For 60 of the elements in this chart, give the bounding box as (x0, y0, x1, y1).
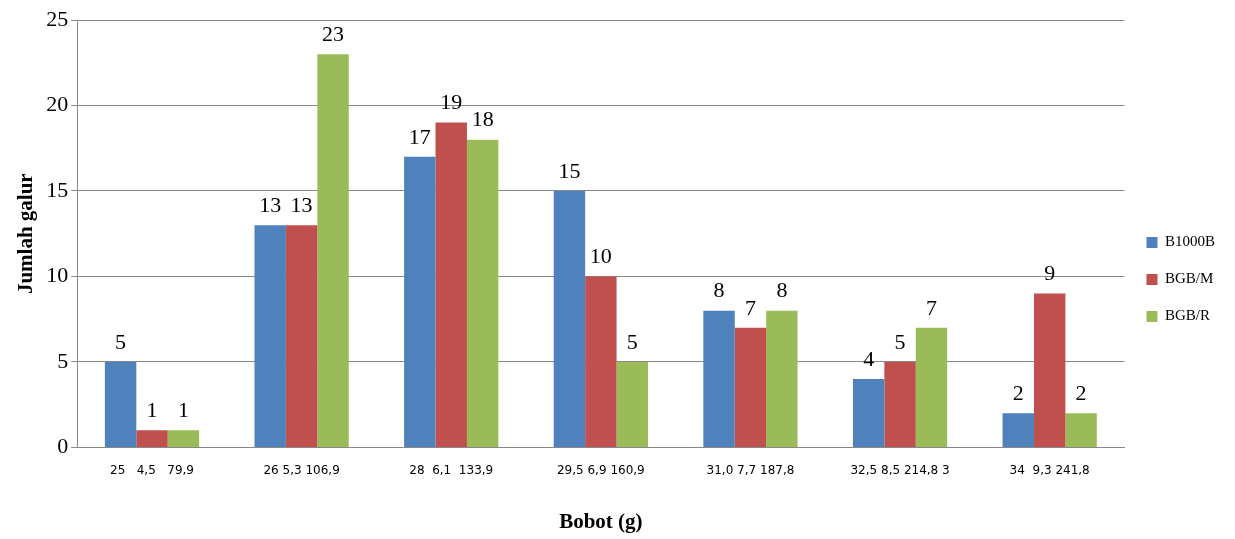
data-label: 13 (290, 191, 313, 217)
data-label: 2 (1012, 379, 1024, 405)
bar (553, 190, 586, 447)
x-axis-title: Bobot (g) (559, 508, 643, 533)
y-tick-label: 20 (46, 91, 69, 117)
data-label: 23 (322, 20, 345, 46)
bar (915, 327, 948, 447)
data-label: 1 (146, 397, 158, 423)
data-label: 15 (558, 157, 581, 183)
y-tick-label: 25 (46, 5, 69, 31)
data-label: 8 (776, 277, 788, 303)
bar (404, 156, 436, 447)
bar (734, 327, 767, 447)
bar (1002, 413, 1034, 447)
bar (254, 225, 286, 447)
data-label: 9 (1044, 260, 1056, 286)
data-label: 18 (471, 106, 494, 132)
x-tick-label: 26 5,3 106,9 (263, 462, 340, 477)
x-tick-label: 31,0 7,7 187,8 (706, 462, 795, 477)
x-tick-label: 25 4,5 79,9 (110, 462, 194, 477)
bar (435, 122, 467, 447)
bar (585, 276, 617, 447)
y-tick-label: 5 (57, 347, 69, 373)
bar (136, 430, 168, 447)
bar (317, 54, 349, 447)
data-label: 5 (115, 328, 127, 354)
data-label: 17 (408, 123, 431, 149)
bar (1065, 413, 1097, 447)
data-label: 4 (863, 345, 875, 371)
data-label: 10 (589, 243, 612, 269)
bar (884, 361, 916, 447)
bar (167, 430, 200, 447)
bar (285, 225, 318, 447)
data-label: 5 (626, 328, 638, 354)
legend-label: BGB/R (1164, 307, 1211, 324)
x-tick-label: 29,5 6,9 160,9 (556, 462, 645, 477)
y-tick-label: 0 (57, 433, 69, 459)
legend-label: BGB/M (1164, 270, 1214, 287)
bar (466, 139, 499, 447)
y-axis-title: Jumlah galur (13, 173, 38, 295)
data-label: 7 (744, 294, 756, 320)
bar (104, 361, 137, 447)
data-label: 2 (1075, 379, 1087, 405)
data-label: 8 (713, 277, 725, 303)
bar (852, 379, 885, 447)
bar (616, 361, 648, 447)
x-tick-label: 28 6,1 133,9 (409, 462, 494, 477)
legend-label: B1000B (1164, 233, 1216, 250)
x-tick-label: 32,5 8,5 214,8 3 (850, 462, 950, 477)
y-tick-label: 15 (46, 176, 69, 202)
data-label: 5 (894, 328, 906, 354)
y-tick-label: 10 (46, 262, 69, 288)
data-label: 19 (440, 89, 463, 115)
data-label: 7 (925, 294, 937, 320)
x-tick-label: 34 9,3 241,8 (1009, 462, 1090, 477)
bar (703, 310, 735, 447)
bar (766, 310, 798, 447)
data-label: 1 (177, 397, 189, 423)
data-label: 13 (259, 191, 282, 217)
bar (1033, 293, 1066, 447)
